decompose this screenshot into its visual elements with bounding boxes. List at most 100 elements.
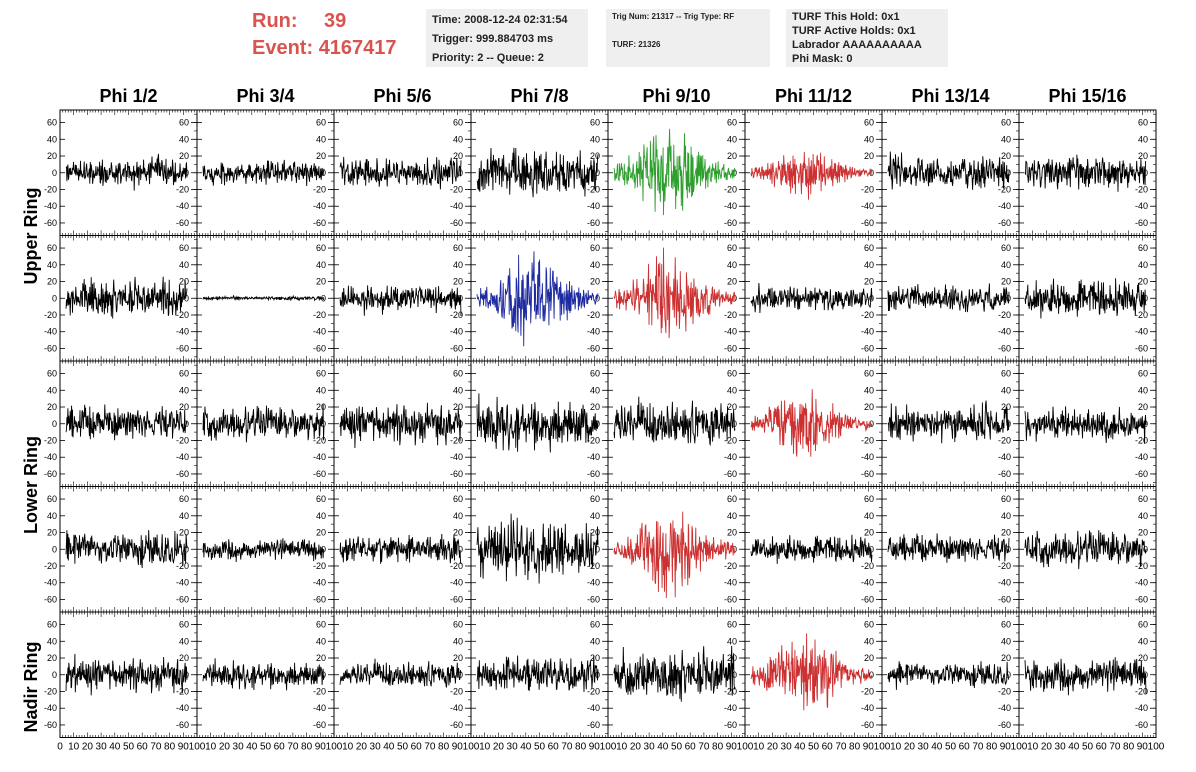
y-tick-label: 20 xyxy=(316,653,326,663)
y-tick-label: -60 xyxy=(1135,343,1148,353)
y-tick-label: -60 xyxy=(998,469,1011,479)
y-tick-label: -20 xyxy=(861,310,874,320)
y-tick-label: -20 xyxy=(450,561,463,571)
y-tick-label: -20 xyxy=(1135,561,1148,571)
y-tick-label: 20 xyxy=(316,528,326,538)
y-tick-label: 60 xyxy=(727,494,737,504)
event-value: 4167417 xyxy=(318,37,397,59)
y-tick-label: 60 xyxy=(453,118,463,128)
column-header-phi-9-10: Phi 9/10 xyxy=(642,86,711,106)
waveform-line xyxy=(1024,406,1147,444)
y-tick-label: 60 xyxy=(316,494,326,504)
y-tick-label: 60 xyxy=(179,243,189,253)
y-tick-label: -60 xyxy=(998,343,1011,353)
column-header-phi-11-12: Phi 11/12 xyxy=(774,86,853,106)
y-tick-label: 40 xyxy=(1001,260,1011,270)
y-tick-label: -40 xyxy=(450,578,463,588)
waveform-line xyxy=(613,396,736,447)
trigger-info-box: Trig Num: 21317 -- Trig Type: RF TURF: 2… xyxy=(606,9,770,67)
waveform-line xyxy=(1024,530,1147,570)
trigger-text: Trigger: 999.884703 ms xyxy=(432,33,554,45)
y-tick-label: 40 xyxy=(727,134,737,144)
y-tick-label: -20 xyxy=(313,310,326,320)
y-tick-label: 20 xyxy=(453,277,463,287)
y-tick-label: -60 xyxy=(176,469,189,479)
y-tick-label: -20 xyxy=(313,184,326,194)
y-tick-label: 60 xyxy=(1138,243,1148,253)
y-tick-label: -20 xyxy=(587,310,600,320)
y-tick-label: -20 xyxy=(176,184,189,194)
y-tick-label: 20 xyxy=(1001,151,1011,161)
y-tick-label: 60 xyxy=(590,118,600,128)
y-tick-label: 60 xyxy=(1138,369,1148,379)
y-tick-label: 20 xyxy=(590,653,600,663)
y-tick-label: -60 xyxy=(450,218,463,228)
y-tick-label: -20 xyxy=(998,435,1011,445)
y-tick-label: -40 xyxy=(1135,201,1148,211)
run-line: Run: 39 xyxy=(252,8,397,35)
y-tick-label: 40 xyxy=(316,636,326,646)
y-tick-label: -20 xyxy=(313,435,326,445)
y-tick-label: 20 xyxy=(316,402,326,412)
y-tick-label: -60 xyxy=(724,469,737,479)
waveform-line xyxy=(476,147,599,198)
y-tick-label: 20 xyxy=(179,653,189,663)
y-tick-label: -40 xyxy=(313,327,326,337)
y-tick-label: -60 xyxy=(450,469,463,479)
y-tick-label: 60 xyxy=(179,369,189,379)
y-tick-label: 40 xyxy=(453,134,463,144)
y-tick-label: 20 xyxy=(1001,277,1011,287)
waveform-line xyxy=(339,156,462,190)
y-tick-label: -40 xyxy=(724,201,737,211)
y-tick-label: -40 xyxy=(313,578,326,588)
y-tick-label: -60 xyxy=(313,469,326,479)
y-tick-label: -20 xyxy=(1135,435,1148,445)
panel-r1-c0: 60 40 20 0 -20 -40 -60 xyxy=(59,235,198,362)
y-tick-label: -20 xyxy=(861,184,874,194)
y-tick-label: 40 xyxy=(864,385,874,395)
y-tick-label: 60 xyxy=(1001,494,1011,504)
y-tick-label: -40 xyxy=(450,452,463,462)
y-tick-label: -40 xyxy=(998,327,1011,337)
y-tick-label: 0 xyxy=(869,544,874,554)
y-tick-label: 0 xyxy=(458,544,463,554)
y-tick-label: 20 xyxy=(1138,528,1148,538)
y-tick-label: 40 xyxy=(179,260,189,270)
y-tick-label: 40 xyxy=(590,511,600,521)
trig-num-text: Trig Num: 21317 -- Trig Type: RF xyxy=(612,12,735,21)
panel-r3-c7: 60 40 20 0 -20 -40 -60 xyxy=(1018,486,1157,613)
y-tick-label: 40 xyxy=(179,385,189,395)
y-tick-label: -60 xyxy=(587,469,600,479)
waveform-line xyxy=(202,294,325,302)
y-tick-label: -40 xyxy=(176,578,189,588)
y-tick-label: -40 xyxy=(587,703,600,713)
waveform-line xyxy=(202,538,325,563)
y-tick-label: -40 xyxy=(998,578,1011,588)
y-tick-label: -20 xyxy=(1135,184,1148,194)
y-tick-label: -40 xyxy=(1135,327,1148,337)
y-tick-label: 0 xyxy=(869,419,874,429)
y-tick-label: 60 xyxy=(590,369,600,379)
column-header-phi-1-2: Phi 1/2 xyxy=(99,86,158,106)
y-tick-label: 60 xyxy=(316,369,326,379)
y-tick-label: 0 xyxy=(184,544,189,554)
y-tick-label: -40 xyxy=(450,201,463,211)
y-tick-label: 40 xyxy=(1138,260,1148,270)
y-tick-label: -60 xyxy=(1135,218,1148,228)
y-tick-label: 20 xyxy=(727,277,737,287)
waveform-line xyxy=(887,533,1010,563)
panel-r3-c5: 60 40 20 0 -20 -40 -60 xyxy=(744,486,883,613)
y-tick-label: 60 xyxy=(179,494,189,504)
y-tick-label: 60 xyxy=(453,369,463,379)
